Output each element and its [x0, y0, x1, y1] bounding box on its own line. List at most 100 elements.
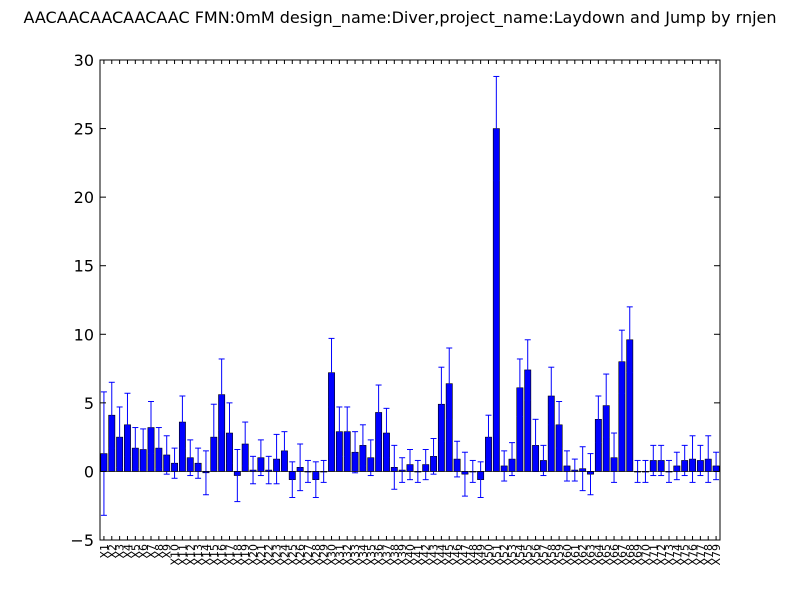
error-bar-X28	[312, 461, 319, 498]
error-bar-X7	[148, 400, 155, 455]
x-tick-label: X27	[302, 544, 315, 566]
error-bar-X17	[226, 402, 233, 464]
error-bar-X50	[485, 414, 492, 460]
x-tick-label: X33	[349, 544, 362, 566]
error-bar-X40	[407, 448, 413, 481]
error-bar-X36	[375, 384, 382, 441]
error-bar-X8	[155, 427, 162, 470]
error-bar-X19	[242, 421, 249, 467]
x-tick-label: X46	[451, 544, 464, 566]
x-tick-label: X36	[373, 544, 386, 566]
y-tick-label: 25	[74, 120, 94, 139]
error-bar-X35	[367, 439, 374, 477]
x-tick-label: X61	[569, 544, 582, 566]
x-tick-label: X1	[98, 544, 111, 559]
error-bars-layer	[100, 75, 720, 516]
error-bar-X68	[626, 306, 633, 374]
x-tick-label: X20	[247, 544, 260, 566]
error-bar-X52	[501, 450, 508, 482]
x-tick-label: X72	[655, 544, 668, 566]
x-tick-label: X73	[663, 544, 676, 566]
x-tick-label: X69	[632, 544, 645, 566]
x-tick-label: X16	[216, 544, 229, 566]
error-bar-X22	[265, 455, 272, 485]
error-bar-X64	[595, 395, 602, 444]
x-tick-label: X14	[200, 544, 213, 566]
x-tick-label: X3	[114, 544, 127, 559]
x-tick-label: X42	[420, 544, 433, 566]
error-bar-X71	[650, 444, 657, 477]
error-bar-X12	[187, 439, 194, 477]
x-tick-label: X37	[380, 544, 393, 566]
x-tick-label: X4	[121, 544, 134, 559]
error-bar-X42	[422, 448, 429, 481]
x-tick-label: X35	[365, 544, 378, 566]
error-bar-X32	[344, 406, 351, 457]
x-tick-label: X34	[357, 544, 370, 566]
x-tick-label: X44	[435, 544, 448, 566]
y-tick-label: −5	[70, 531, 94, 550]
error-bar-X78	[705, 435, 712, 483]
error-bar-X37	[383, 407, 390, 459]
x-tick-label: X30	[326, 544, 339, 566]
x-tick-label: X5	[129, 544, 142, 559]
x-tick-label: X28	[310, 544, 323, 566]
x-tick-label: X40	[404, 544, 417, 566]
x-tick-label: X19	[239, 544, 252, 566]
y-tick-label: 20	[74, 188, 94, 207]
x-tick-label: X17	[223, 544, 236, 566]
error-bar-X39	[399, 457, 406, 483]
y-tick-label: 10	[74, 325, 94, 344]
x-tick-label: X78	[702, 544, 715, 566]
error-bar-X34	[359, 424, 366, 467]
error-bar-X63	[587, 453, 594, 496]
error-bar-X21	[257, 439, 264, 477]
error-bar-X25	[289, 461, 296, 498]
error-bar-X77	[697, 444, 704, 477]
x-tick-label: X75	[679, 544, 692, 566]
x-tick-label: X79	[710, 544, 723, 566]
x-tick-label: X58	[545, 544, 558, 566]
x-tick-label: X70	[639, 544, 652, 566]
error-bar-X65	[603, 373, 610, 438]
x-tick-label: X50	[482, 544, 495, 566]
x-tick-label: X15	[208, 544, 221, 566]
bars-layer	[100, 128, 720, 480]
x-tick-label: X6	[137, 544, 150, 559]
error-bar-X46	[454, 440, 461, 478]
error-bar-X72	[658, 444, 665, 477]
x-tick-label: X53	[506, 544, 519, 566]
error-bar-X16	[218, 358, 225, 431]
error-bar-X51	[493, 75, 500, 182]
x-tick-label: X49	[475, 544, 488, 566]
chart-title: AACAACAACAACAAC FMN:0mM design_name:Dive…	[23, 8, 777, 27]
error-bar-X6	[140, 428, 147, 471]
error-bar-X49	[477, 461, 484, 498]
y-axis: −5 0 5 10 15 20 25 30	[70, 51, 720, 550]
x-tick-label: X39	[396, 544, 409, 566]
error-bar-X9	[163, 435, 170, 475]
x-tick-label: X76	[687, 544, 700, 566]
x-tick-label: X43	[428, 544, 441, 566]
x-tick-label: X55	[522, 544, 535, 566]
x-tick-label: X65	[600, 544, 613, 566]
x-tick-label: X56	[530, 544, 543, 566]
x-tick-label: X63	[585, 544, 598, 566]
error-bar-X33	[352, 431, 359, 474]
error-bar-X30	[328, 337, 335, 408]
error-bar-X4	[124, 392, 131, 457]
x-tick-label: X23	[271, 544, 284, 566]
x-tick-label: X57	[537, 544, 550, 566]
x-tick-label: X45	[443, 544, 456, 566]
x-tick-label: X54	[514, 544, 527, 566]
error-bar-X74	[673, 451, 680, 481]
x-tick-label: X71	[647, 544, 660, 566]
error-bar-X3	[116, 406, 123, 468]
error-bar-X67	[618, 329, 625, 394]
error-bar-X66	[611, 432, 618, 483]
y-tick-label: 0	[84, 462, 94, 481]
x-tick-label: X21	[255, 544, 268, 566]
x-tick-label: X13	[192, 544, 205, 566]
error-bar-X43	[430, 438, 437, 475]
